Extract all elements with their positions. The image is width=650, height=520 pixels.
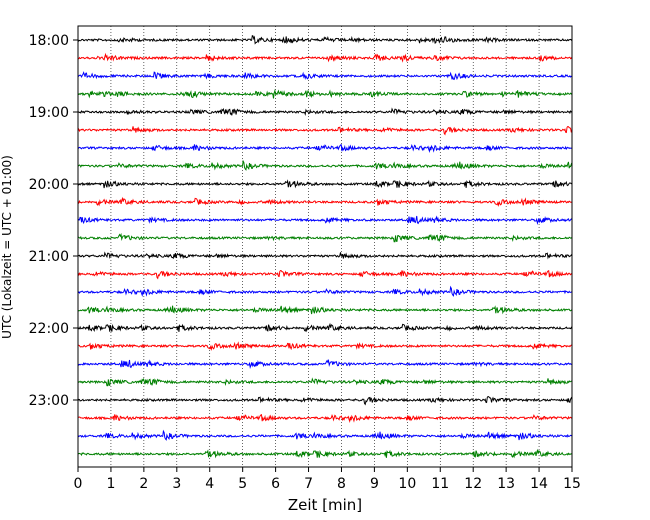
trace-1945 [77,159,573,171]
x-tick-label: 1 [106,476,115,492]
trace-2345 [77,448,573,459]
x-tick-label: 12 [464,476,482,492]
trace-2315 [77,413,573,424]
trace-1845 [77,88,573,99]
trace-2000 [77,179,573,189]
y-tick-label: 20:00 [29,177,69,193]
x-tick-label: 10 [398,476,416,492]
trace-2230 [77,358,573,369]
y-tick-label: 18:00 [29,33,69,49]
trace-2300 [77,395,573,406]
x-tick-label: 11 [431,476,449,492]
trace-1815 [77,52,573,63]
trace-1830 [77,71,573,81]
x-tick-label: 6 [271,476,280,492]
x-tick-label: 2 [139,476,148,492]
x-tick-label: 13 [497,476,515,492]
trace-1900 [77,107,573,116]
y-axis-ticks: 18:00 19:00 20:00 21:00 22:00 23:00 [29,33,78,409]
x-tick-label: 8 [337,476,346,492]
trace-2330 [77,429,573,441]
trace-2245 [77,377,573,387]
trace-2145 [77,305,573,315]
x-tick-label: 5 [238,476,247,492]
x-axis-label: Zeit [min] [288,496,362,514]
x-tick-label: 4 [205,476,214,492]
trace-2115 [77,269,573,280]
y-tick-label: 19:00 [29,105,69,121]
trace-2045 [77,232,573,243]
y-tick-label: 22:00 [29,321,69,337]
x-tick-label: 7 [304,476,313,492]
trace-2130 [77,285,573,298]
seismogram-traces [77,34,573,459]
x-tick-label: 3 [172,476,181,492]
y-tick-label: 23:00 [29,393,69,409]
trace-2200 [77,322,573,333]
x-tick-label: 15 [563,476,581,492]
x-tick-label: 0 [74,476,83,492]
x-tick-label: 14 [530,476,548,492]
y-axis-label: UTC (Lokalzeit = UTC + 01:00) [0,155,14,339]
trace-2030 [77,215,573,225]
trace-1930 [77,143,573,154]
trace-2015 [77,196,573,208]
x-axis-ticks: 0 1 2 3 4 5 6 7 8 9 10 11 12 13 14 15 [74,467,581,492]
trace-2100 [77,251,573,260]
x-tick-label: 9 [370,476,379,492]
y-tick-label: 21:00 [29,249,69,265]
trace-1915 [77,125,573,136]
trace-2215 [77,341,573,352]
plot-frame [77,25,573,468]
trace-1800 [77,34,573,45]
